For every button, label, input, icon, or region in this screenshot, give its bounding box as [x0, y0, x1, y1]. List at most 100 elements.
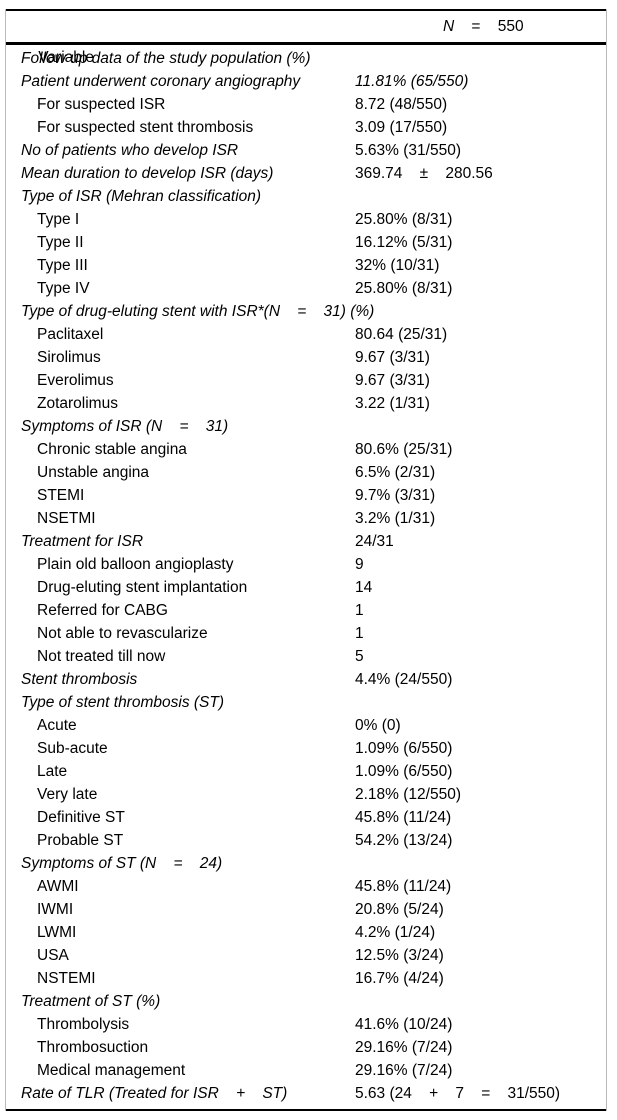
- row-label: Acute: [37, 717, 77, 734]
- table-row: Sirolimus 9.67 (3/31): [6, 346, 606, 369]
- table-row: Chronic stable angina 80.6% (25/31): [6, 438, 606, 461]
- table-row: Symptoms of ST (N = 24): [6, 852, 606, 875]
- table-row: Type IV 25.80% (8/31): [6, 277, 606, 300]
- table-row: Plain old balloon angioplasty 9: [6, 553, 606, 576]
- row-value: 11.81% (65/550): [355, 73, 469, 90]
- table-row: Type II 16.12% (5/31): [6, 231, 606, 254]
- table-row: Sub-acute 1.09% (6/550): [6, 737, 606, 760]
- row-label: LWMI: [37, 924, 77, 941]
- row-value: 1.09% (6/550): [355, 763, 453, 780]
- row-value: 1: [355, 625, 364, 642]
- table-row: Rate of TLR (Treated for ISR + ST) 5.63 (…: [6, 1082, 606, 1105]
- table-row: Treatment for ISR 24/31: [6, 530, 606, 553]
- row-label: Symptoms of ST (N = 24): [21, 855, 223, 872]
- table-row: Drug-eluting stent implantation 14: [6, 576, 606, 599]
- table-row: Thrombosuction 29.16% (7/24): [6, 1036, 606, 1059]
- row-label: Thrombolysis: [37, 1016, 130, 1033]
- row-label: No of patients who develop ISR: [21, 142, 239, 159]
- table-row: Type of stent thrombosis (ST): [6, 691, 606, 714]
- row-label: Rate of TLR (Treated for ISR + ST): [21, 1085, 288, 1102]
- row-value: 80.6% (25/31): [355, 441, 453, 458]
- table-row: Everolimus 9.67 (3/31): [6, 369, 606, 392]
- row-label: Symptoms of ISR (N = 31): [21, 418, 229, 435]
- row-label: Drug-eluting stent implantation: [37, 579, 248, 596]
- table-header-rule: [6, 42, 606, 45]
- table-row: Referred for CABG 1: [6, 599, 606, 622]
- row-label: NSETMI: [37, 510, 96, 527]
- row-label: Mean duration to develop ISR (days): [21, 165, 274, 182]
- table-row: Medical management 29.16% (7/24): [6, 1059, 606, 1082]
- row-value: 14: [355, 579, 373, 596]
- row-label: IWMI: [37, 901, 74, 918]
- row-label: Medical management: [37, 1062, 186, 1079]
- table-row: Type of ISR (Mehran classification): [6, 185, 606, 208]
- row-label: Type of stent thrombosis (ST): [21, 694, 224, 711]
- row-value: 25.80% (8/31): [355, 211, 453, 228]
- table-row: No of patients who develop ISR 5.63% (31/…: [6, 139, 606, 162]
- row-value: 9: [355, 556, 364, 573]
- table-row: Patient underwent coronary angiography 11…: [6, 70, 606, 93]
- row-value: 5.63 (24 + 7 = 31/550): [355, 1085, 561, 1102]
- table-row: Not able to revascularize 1: [6, 622, 606, 645]
- row-label: Type II: [37, 234, 84, 251]
- row-value: 29.16% (7/24): [355, 1062, 453, 1079]
- row-label: For suspected stent thrombosis: [37, 119, 254, 136]
- row-value: 12.5% (3/24): [355, 947, 444, 964]
- row-value: 5: [355, 648, 364, 665]
- row-label: USA: [37, 947, 69, 964]
- row-label: For suspected ISR: [37, 96, 166, 113]
- row-label: Very late: [37, 786, 98, 803]
- row-value: 80.64 (25/31): [355, 326, 448, 343]
- row-label: Type III: [37, 257, 88, 274]
- row-label: Type of ISR (Mehran classification): [21, 188, 262, 205]
- row-value: 3.09 (17/550): [355, 119, 448, 136]
- row-label: AWMI: [37, 878, 79, 895]
- table-row: AWMI 45.8% (11/24): [6, 875, 606, 898]
- table-row: Stent thrombosis 4.4% (24/550): [6, 668, 606, 691]
- row-value: 3.2% (1/31): [355, 510, 436, 527]
- row-value: 45.8% (11/24): [355, 878, 452, 895]
- row-value: 25.80% (8/31): [355, 280, 453, 297]
- row-label: Stent thrombosis: [21, 671, 138, 688]
- row-label: Sub-acute: [37, 740, 108, 757]
- row-label: Type I: [37, 211, 80, 228]
- table-row: Not treated till now 5: [6, 645, 606, 668]
- table-row: Type I 25.80% (8/31): [6, 208, 606, 231]
- row-label: Treatment of ST (%): [21, 993, 161, 1010]
- table-row: Mean duration to develop ISR (days) 369.7…: [6, 162, 606, 185]
- table-row: Thrombolysis 41.6% (10/24): [6, 1013, 606, 1036]
- header-n-rest: = 550: [454, 18, 524, 35]
- row-value: 5.63% (31/550): [355, 142, 461, 159]
- row-value: 41.6% (10/24): [355, 1016, 453, 1033]
- row-label: STEMI: [37, 487, 85, 504]
- table-row: Paclitaxel 80.64 (25/31): [6, 323, 606, 346]
- table-row: Probable ST 54.2% (13/24): [6, 829, 606, 852]
- table-row: Type of drug-eluting stent with ISR*(N =…: [6, 300, 606, 323]
- table-row: Late 1.09% (6/550): [6, 760, 606, 783]
- table-row: Treatment of ST (%): [6, 990, 606, 1013]
- table-bottom-rule: [6, 1109, 606, 1111]
- table-row: Definitive ST 45.8% (11/24): [6, 806, 606, 829]
- row-label: Follow up data of the study population (…: [21, 50, 311, 67]
- row-label: Zotarolimus: [37, 395, 118, 412]
- table-row: Type III 32% (10/31): [6, 254, 606, 277]
- row-label: Referred for CABG: [37, 602, 168, 619]
- row-label: Unstable angina: [37, 464, 150, 481]
- table-row: Zotarolimus 3.22 (1/31): [6, 392, 606, 415]
- table-header-row: Variable N = 550: [6, 11, 606, 66]
- table-row: STEMI 9.7% (3/31): [6, 484, 606, 507]
- table-row: NSTEMI 16.7% (4/24): [6, 967, 606, 990]
- row-value: 4.4% (24/550): [355, 671, 453, 688]
- row-value: 369.74 ± 280.56: [355, 165, 493, 182]
- table-row: For suspected ISR 8.72 (48/550): [6, 93, 606, 116]
- header-variable-label: Variable: [38, 49, 94, 66]
- row-label: Plain old balloon angioplasty: [37, 556, 234, 573]
- row-label: Treatment for ISR: [21, 533, 144, 550]
- table-row: Acute 0% (0): [6, 714, 606, 737]
- table-row: NSETMI 3.2% (1/31): [6, 507, 606, 530]
- row-value: 1.09% (6/550): [355, 740, 453, 757]
- row-value: 16.12% (5/31): [355, 234, 453, 251]
- row-value: 6.5% (2/31): [355, 464, 436, 481]
- row-value: 9.67 (3/31): [355, 349, 430, 366]
- row-label: Everolimus: [37, 372, 114, 389]
